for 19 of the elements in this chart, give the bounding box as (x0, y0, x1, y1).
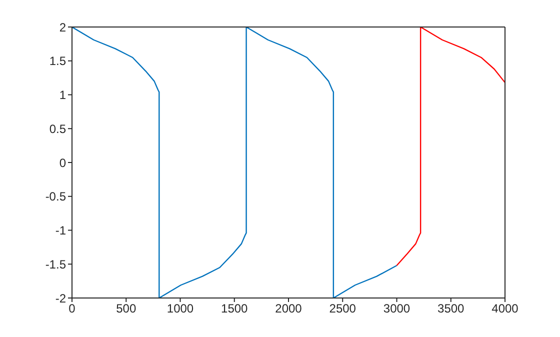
line-series (396, 27, 505, 266)
y-tick-label: -1.5 (45, 257, 66, 272)
x-tick-label: 3000 (383, 302, 410, 316)
x-tick-label: 1000 (166, 302, 194, 316)
x-tick-label: 2500 (329, 302, 356, 316)
y-tick-label: 0.5 (49, 122, 66, 136)
y-tick-label: -0.5 (45, 190, 66, 204)
x-tick-label: 500 (116, 302, 136, 316)
y-tick-label: 0 (59, 156, 66, 170)
x-tick-label: 3500 (438, 302, 465, 316)
y-tick-label: 1 (59, 88, 66, 102)
y-tick-label: 1.5 (49, 54, 66, 68)
y-tick-label: 2 (59, 20, 66, 34)
x-tick-label: 2000 (275, 302, 302, 316)
y-tick-label: -1 (55, 224, 66, 238)
y-tick-label: -2 (55, 291, 66, 306)
x-tick-label: 0 (68, 302, 76, 316)
x-tick-label: 1500 (221, 302, 248, 316)
x-tick-label: 4000 (492, 302, 519, 316)
